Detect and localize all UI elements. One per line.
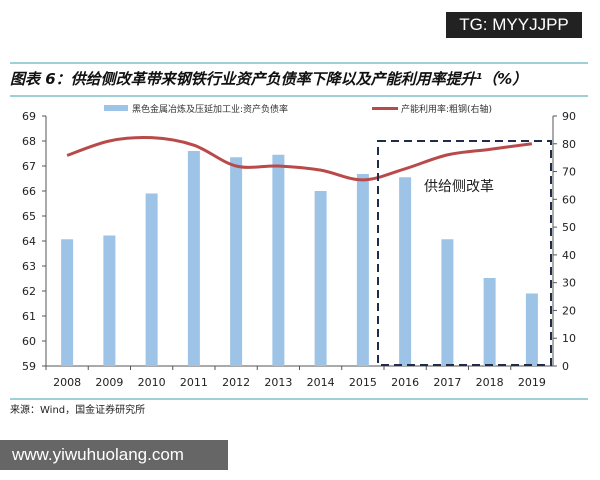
legend-bar-label: 黑色金属冶炼及压延加工业:资产负债率 (132, 103, 288, 115)
bar-2010 (145, 193, 158, 366)
left-tick-label: 61 (22, 310, 36, 323)
title-rule-top (10, 62, 588, 64)
left-tick-label: 60 (22, 335, 36, 348)
x-tick-label: 2011 (180, 376, 208, 389)
bar-2008 (61, 239, 74, 366)
left-tick-label: 59 (22, 360, 36, 373)
x-tick-label: 2013 (264, 376, 292, 389)
left-tick-label: 63 (22, 260, 36, 273)
x-tick-label: 2015 (349, 376, 377, 389)
left-tick-label: 68 (22, 135, 36, 148)
x-tick-label: 2012 (222, 376, 250, 389)
left-tick-label: 64 (22, 235, 36, 248)
bar-2013 (272, 154, 285, 366)
x-tick-label: 2014 (307, 376, 335, 389)
right-tick-label: 30 (562, 277, 576, 290)
left-tick-label: 65 (22, 210, 36, 223)
x-tick-label: 2019 (518, 376, 546, 389)
bar-2016 (399, 177, 412, 366)
title-rule-bottom (10, 95, 588, 97)
left-tick-label: 69 (22, 110, 36, 123)
right-tick-label: 10 (562, 332, 576, 345)
source-rule (10, 398, 588, 400)
chart: 59 60 61 62 63 64 65 66 67 68 69 0 10 20 30 40 50 60 70 80 9… (22, 103, 576, 389)
bar-2018 (483, 278, 496, 366)
x-tick-label: 2009 (95, 376, 123, 389)
bar-2011 (187, 151, 200, 366)
bar-2009 (103, 235, 116, 366)
bar-2014 (314, 191, 327, 366)
bar-2015 (356, 174, 369, 366)
annotation-label: 供给侧改革 (424, 179, 494, 195)
right-tick-label: 40 (562, 249, 576, 262)
right-tick-label: 60 (562, 193, 576, 206)
right-tick-label: 80 (562, 138, 576, 151)
capacity-utilization-line (66, 135, 533, 182)
bar-2017 (441, 239, 454, 366)
left-tick-label: 62 (22, 285, 36, 298)
x-tick-label: 2016 (391, 376, 419, 389)
bottom-watermark: www.yiwuhuolang.com (0, 440, 228, 470)
x-tick-label: 2008 (53, 376, 81, 389)
left-tick-label: 66 (22, 185, 36, 198)
right-tick-label: 0 (562, 360, 569, 373)
right-tick-label: 50 (562, 221, 576, 234)
top-watermark: TG: MYYJJPP (446, 12, 582, 38)
x-tick-label: 2018 (476, 376, 504, 389)
supply-side-reform-box (377, 140, 552, 366)
legend-line-swatch (372, 107, 398, 110)
right-tick-label: 90 (562, 110, 576, 123)
right-tick-label: 70 (562, 166, 576, 179)
x-tick-label: 2010 (138, 376, 166, 389)
left-tick-label: 67 (22, 160, 36, 173)
bar-2019 (525, 293, 538, 366)
legend-bar-swatch (104, 105, 128, 111)
figure-title: 图表 6：供给侧改革带来钢铁行业资产负债率下降以及产能利用率提升¹（%） (10, 70, 528, 88)
right-tick-label: 20 (562, 304, 576, 317)
source-note: 来源：Wind，国金证券研究所 (10, 405, 146, 416)
bar-2012 (230, 157, 243, 366)
x-tick-label: 2017 (433, 376, 461, 389)
legend-line-label: 产能利用率:粗钢(右轴) (401, 103, 492, 115)
